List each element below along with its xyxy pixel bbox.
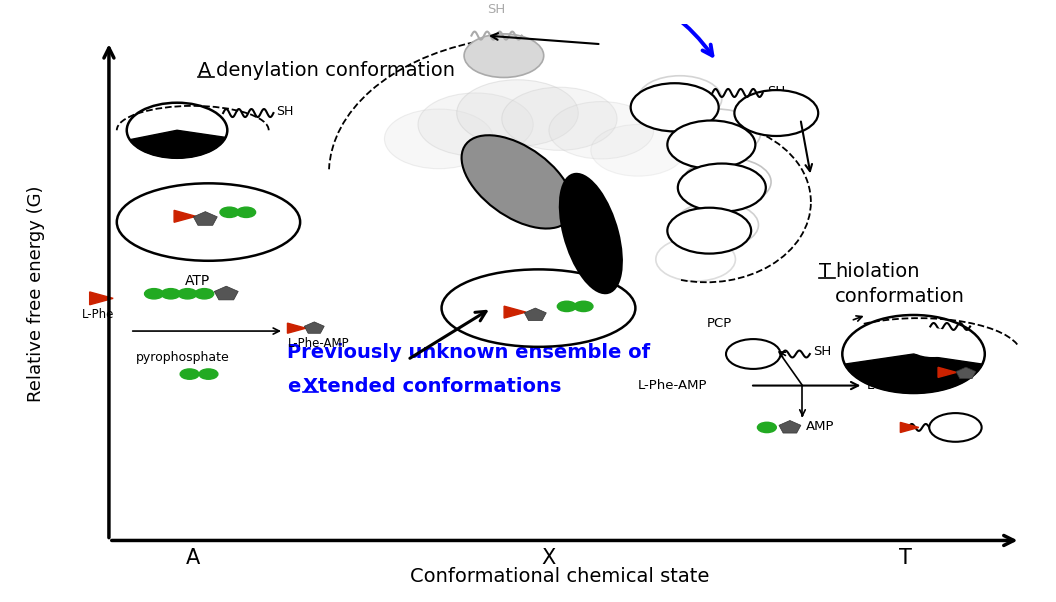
Text: e: e (287, 377, 300, 396)
Polygon shape (193, 212, 218, 225)
Text: A: A (197, 61, 211, 81)
Circle shape (574, 301, 593, 312)
Polygon shape (287, 323, 306, 334)
Circle shape (199, 369, 218, 379)
Circle shape (929, 413, 982, 442)
Polygon shape (174, 210, 196, 222)
Circle shape (907, 329, 958, 356)
Circle shape (464, 34, 544, 78)
Circle shape (220, 207, 239, 217)
Circle shape (757, 422, 776, 433)
Text: denylation conformation: denylation conformation (215, 61, 455, 81)
Polygon shape (901, 423, 919, 432)
Text: T: T (899, 548, 911, 568)
Circle shape (673, 109, 760, 157)
Polygon shape (938, 367, 957, 377)
Text: X: X (542, 548, 557, 568)
Text: Conformational chemical state: Conformational chemical state (410, 567, 710, 586)
Text: SH: SH (488, 2, 506, 16)
Wedge shape (845, 354, 982, 393)
Circle shape (457, 80, 579, 146)
Circle shape (178, 288, 196, 299)
Circle shape (549, 102, 654, 159)
Text: SH: SH (813, 344, 831, 358)
Text: hiolation
conformation: hiolation conformation (835, 262, 965, 306)
Ellipse shape (117, 184, 300, 261)
Circle shape (195, 288, 213, 299)
Circle shape (667, 120, 755, 169)
Circle shape (734, 90, 818, 136)
Circle shape (127, 103, 227, 158)
Circle shape (502, 87, 617, 150)
Text: PCP: PCP (708, 317, 733, 330)
Text: Relative free energy (G): Relative free energy (G) (26, 185, 44, 402)
Circle shape (678, 164, 766, 212)
Ellipse shape (461, 135, 573, 229)
Text: T: T (819, 262, 831, 281)
Polygon shape (90, 292, 113, 305)
Polygon shape (525, 308, 546, 321)
Polygon shape (214, 286, 239, 300)
Circle shape (558, 301, 577, 312)
Circle shape (237, 207, 256, 217)
Text: SH: SH (277, 105, 294, 119)
Ellipse shape (441, 269, 636, 347)
Text: SH: SH (767, 85, 785, 98)
Circle shape (162, 288, 181, 299)
Circle shape (675, 202, 758, 248)
Text: L-Phe-AMP: L-Phe-AMP (638, 379, 708, 392)
Polygon shape (304, 322, 324, 334)
Text: pyrophosphate: pyrophosphate (135, 351, 229, 364)
Circle shape (727, 339, 780, 369)
Text: AMP: AMP (806, 420, 834, 433)
Circle shape (630, 83, 719, 131)
Circle shape (667, 208, 751, 253)
Circle shape (145, 288, 164, 299)
Text: X: X (303, 377, 318, 396)
Text: L-Phe-AMP: L-Phe-AMP (288, 337, 350, 350)
Circle shape (591, 125, 685, 176)
Circle shape (418, 93, 533, 156)
Text: A: A (186, 548, 200, 568)
Polygon shape (779, 421, 800, 433)
Ellipse shape (560, 174, 622, 293)
Polygon shape (504, 306, 526, 318)
FancyArrowPatch shape (530, 0, 713, 55)
Text: ATP: ATP (186, 274, 210, 288)
Text: Previously unknown ensemble of: Previously unknown ensemble of (287, 343, 650, 362)
Text: L-Phe: L-Phe (82, 308, 115, 321)
Circle shape (181, 369, 199, 379)
Circle shape (843, 315, 985, 393)
Text: L-Phe-S-PCP: L-Phe-S-PCP (866, 379, 946, 392)
Wedge shape (130, 130, 226, 158)
Text: tended conformations: tended conformations (319, 377, 562, 396)
Circle shape (384, 109, 493, 169)
Polygon shape (956, 367, 976, 379)
Circle shape (656, 238, 735, 281)
Circle shape (638, 76, 722, 122)
Circle shape (683, 158, 771, 206)
